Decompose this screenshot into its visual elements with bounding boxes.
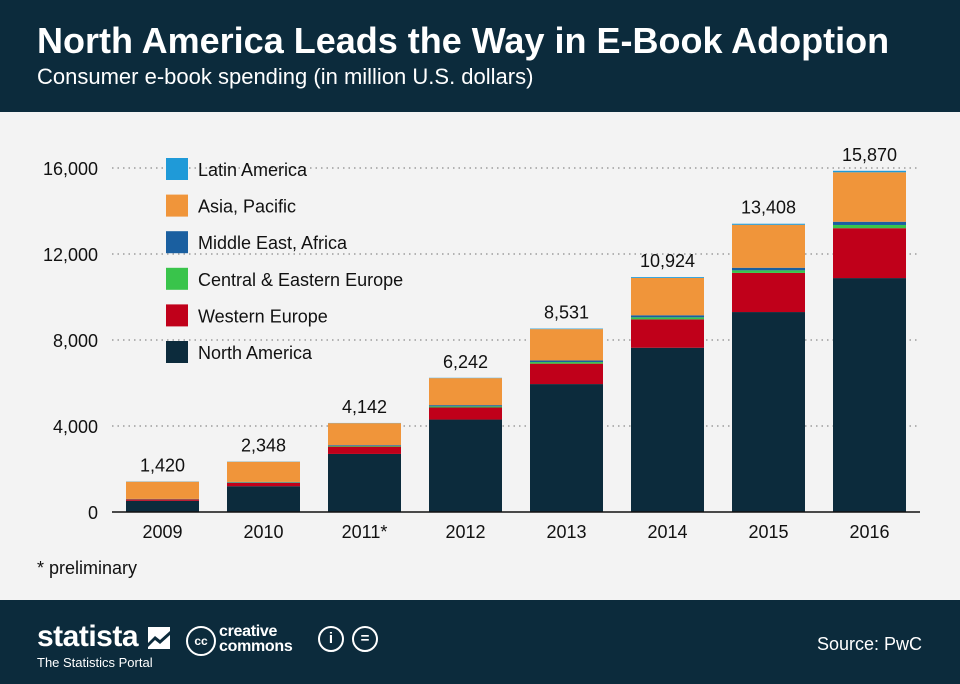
bar-segment: [631, 277, 704, 278]
total-label: 2,348: [241, 436, 286, 456]
bar-segment: [530, 384, 603, 512]
bar-segment: [429, 378, 502, 406]
bar-segment: [631, 317, 704, 320]
bar-segment: [227, 482, 300, 487]
cc-wordmark-line2: commons: [219, 638, 293, 655]
legend-swatch: [166, 341, 188, 363]
bar-segment: [126, 500, 199, 512]
bar-segment: [732, 224, 805, 268]
bar-segment: [126, 499, 199, 501]
bar-segment: [833, 221, 906, 225]
no-derivatives-icon[interactable]: =: [352, 626, 378, 652]
bar-segment: [631, 315, 704, 318]
total-label: 1,420: [140, 455, 185, 475]
x-tick-label: 2013: [546, 522, 586, 542]
bar-segment: [429, 419, 502, 512]
bar-segment: [530, 362, 603, 364]
bar-segment: [126, 481, 199, 499]
bar-segment: [530, 328, 603, 330]
statista-wave-icon: [148, 627, 170, 649]
bar-segment: [732, 267, 805, 271]
y-tick-label: 8,000: [53, 331, 98, 351]
bar-segment: [833, 172, 906, 222]
footnote: * preliminary: [37, 558, 138, 578]
cc-wordmark-line1: creative: [219, 623, 278, 640]
y-tick-label: 16,000: [43, 159, 98, 179]
bar-segment: [833, 228, 906, 279]
legend-swatch: [166, 231, 188, 254]
bar-segment: [530, 329, 603, 361]
bar-segment: [429, 405, 502, 407]
legend-swatch: [166, 194, 188, 217]
bar-segment: [328, 453, 401, 512]
legend-label: Latin America: [198, 160, 308, 180]
x-tick-label: 2009: [142, 522, 182, 542]
x-tick-label: 2014: [647, 522, 687, 542]
bar-segment: [227, 486, 300, 512]
bar-segment: [732, 272, 805, 313]
creative-commons-logo[interactable]: cc creative commons: [186, 624, 386, 658]
bar-segment: [328, 446, 401, 454]
total-label: 13,408: [741, 198, 796, 218]
bar-segment: [732, 270, 805, 273]
legend-swatch: [166, 158, 188, 180]
chart-title: North America Leads the Way in E-Book Ad…: [37, 20, 890, 61]
bar-segment: [833, 278, 906, 512]
x-tick-label: 2010: [243, 522, 283, 542]
total-label: 8,531: [544, 303, 589, 323]
bar-segment: [530, 363, 603, 385]
x-tick-label: 2016: [849, 522, 889, 542]
source-label: Source: PwC: [816, 634, 922, 654]
header: North America Leads the Way in E-Book Ad…: [0, 0, 960, 112]
bar-segment: [732, 223, 805, 225]
legend-label: North America: [198, 343, 313, 363]
legend-label: Western Europe: [198, 306, 328, 326]
total-label: 6,242: [443, 352, 488, 372]
bar-segment: [429, 407, 502, 420]
legend-swatch: [166, 267, 188, 290]
total-label: 4,142: [342, 397, 387, 417]
bar-segment: [530, 360, 603, 363]
statista-tagline: The Statistics Portal: [37, 655, 153, 670]
bar-segment: [328, 445, 401, 446]
y-tick-label: 12,000: [43, 245, 98, 265]
y-tick-label: 4,000: [53, 417, 98, 437]
legend-swatch: [166, 304, 188, 327]
chart-subtitle: Consumer e-book spending (in million U.S…: [37, 64, 534, 89]
total-label: 15,870: [842, 145, 897, 165]
bar-segment: [833, 170, 906, 173]
bar-segment: [227, 461, 300, 482]
x-tick-label: 2012: [445, 522, 485, 542]
bar-segment: [631, 347, 704, 512]
bar-segment: [833, 224, 906, 229]
bar-segment: [328, 445, 401, 447]
cc-icon: cc: [186, 626, 216, 656]
legend-label: Middle East, Africa: [198, 233, 348, 253]
bar-segment: [328, 423, 401, 446]
bar-segment: [429, 406, 502, 408]
legend-label: Central & Eastern Europe: [198, 270, 403, 290]
statista-logo[interactable]: statista: [37, 620, 139, 653]
bar-segment: [631, 319, 704, 348]
y-tick-label: 0: [88, 503, 98, 523]
attribution-icon[interactable]: i: [318, 626, 344, 652]
x-tick-label: 2015: [748, 522, 788, 542]
footer: statista The Statistics Portal cc creati…: [0, 600, 960, 684]
bar-segment: [631, 277, 704, 316]
total-label: 10,924: [640, 251, 695, 271]
stacked-bar-chart: 0 4,000 8,000 12,000 16,000 1,420 2009 2,348 201…: [43, 145, 920, 542]
x-tick-label: 2011*: [342, 522, 388, 542]
bar-segment: [732, 312, 805, 512]
legend-label: Asia, Pacific: [198, 197, 296, 217]
cc-wordmark: creative commons: [219, 623, 293, 655]
chart-area: 0 4,000 8,000 12,000 16,000 1,420 2009 2,348 201…: [0, 112, 960, 600]
